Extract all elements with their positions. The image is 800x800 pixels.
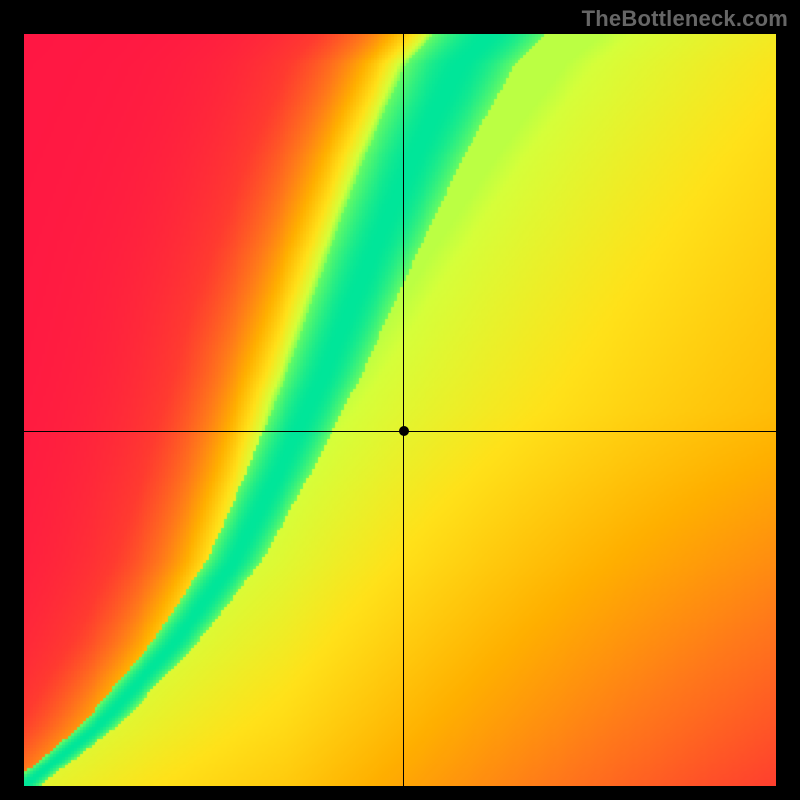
marker-dot (399, 426, 409, 436)
heatmap-canvas (24, 34, 776, 786)
heatmap-plot (24, 34, 776, 786)
crosshair-vertical (403, 34, 404, 786)
chart-container: TheBottleneck.com (0, 0, 800, 800)
watermark-text: TheBottleneck.com (582, 6, 788, 32)
